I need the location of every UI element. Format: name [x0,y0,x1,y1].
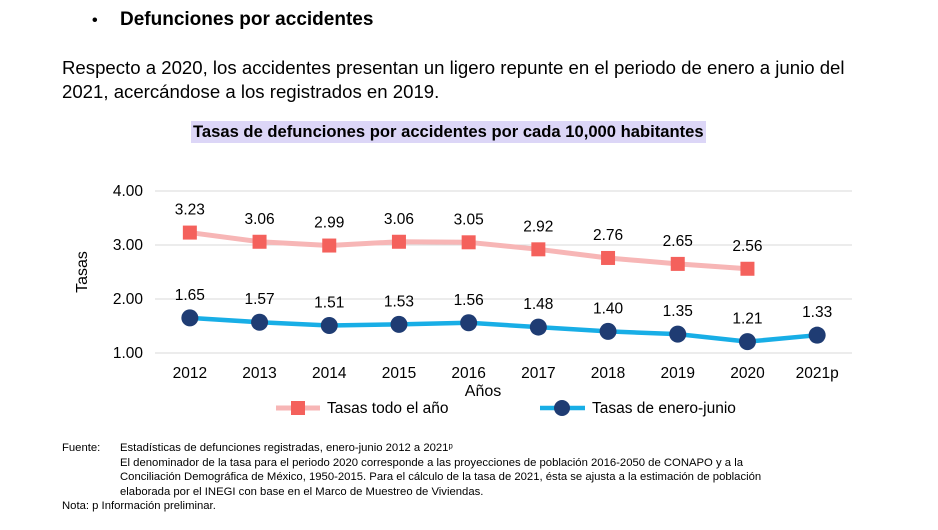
data-point-todo-el-ano [252,234,267,249]
data-label: 1.51 [314,294,344,311]
note-line-1: El denominador de la tasa para el period… [120,456,743,469]
data-point-todo-el-ano [740,261,755,276]
y-tick-label: 4.00 [113,183,144,200]
x-tick-label: 2020 [730,365,765,382]
bullet-icon: • [92,12,98,29]
data-point-todo-el-ano [182,225,197,240]
data-label: 2.92 [523,218,553,235]
note-line-3: elaborada por el INEGI con base en el Ma… [120,485,484,498]
x-tick-label: 2014 [312,365,347,382]
data-point-enero-junio [390,315,408,333]
data-label: 1.65 [175,287,205,304]
data-label: 3.06 [384,211,414,228]
notes: Fuente: Estadísticas de defunciones regi… [62,441,902,514]
data-point-enero-junio [808,326,826,344]
intro-paragraph: Respecto a 2020, los accidentes presenta… [62,57,845,102]
legend-label-enero-junio: Tasas de enero-junio [592,400,736,417]
data-point-todo-el-ano [461,235,476,250]
data-point-todo-el-ano [670,256,685,271]
data-label: 1.53 [384,293,414,310]
data-label: 2.76 [593,227,623,244]
data-label: 2.65 [663,233,693,250]
note-line-2: Conciliación Demográfica de México, 1950… [120,471,762,483]
data-label: 3.05 [454,211,484,228]
data-label: 1.56 [454,292,484,309]
x-tick-label: 2015 [382,365,416,382]
source-row: Fuente: Estadísticas de defunciones regi… [62,441,902,456]
data-point-todo-el-ano [391,234,406,249]
x-axis-title: Años [465,383,501,400]
data-point-enero-junio [529,318,547,336]
legend-label-todo-el-ano: Tasas todo el año [327,400,449,417]
data-label: 2.56 [732,238,762,255]
data-point-enero-junio [669,325,687,343]
y-tick-label: 2.00 [113,291,144,308]
chart-title: Tasas de defunciones por accidentes por … [191,121,706,143]
x-tick-label: 2018 [591,365,625,382]
data-point-enero-junio [460,314,478,332]
data-point-enero-junio [181,309,199,327]
x-tick-label: 2013 [242,365,276,382]
data-label: 2.99 [314,215,344,232]
x-tick-label: 2017 [521,365,555,382]
data-label: 1.33 [802,304,832,321]
legend-marker-todo-el-ano [291,401,305,415]
x-tick-label: 2016 [451,365,485,382]
data-point-enero-junio [738,333,756,351]
y-axis-title: Tasas [74,251,91,293]
data-point-todo-el-ano [601,250,616,265]
data-point-enero-junio [599,322,617,340]
data-label: 1.21 [732,311,762,328]
source-text: Estadísticas de defunciones registradas,… [120,442,453,454]
x-tick-label: 2012 [173,365,207,382]
data-point-enero-junio [320,316,338,334]
legend-marker-enero-junio [554,400,570,416]
line-chart: 1.00 2.00 3.00 4.00 2012 2013 2014 2015 2016 2017… [74,183,852,417]
y-tick-label: 1.00 [113,345,144,362]
x-tick-label: 2019 [661,365,695,382]
data-label: 3.23 [175,202,205,219]
source-label: Fuente: [62,442,101,454]
data-point-todo-el-ano [322,238,337,253]
x-tick-label: 2021p [796,365,839,382]
data-label: 1.40 [593,300,624,317]
data-point-todo-el-ano [531,242,546,257]
data-label: 3.06 [244,211,274,228]
heading-text: Defunciones por accidentes [120,9,374,30]
y-tick-label: 3.00 [113,237,144,254]
data-label: 1.48 [523,296,553,313]
data-label: 1.35 [663,303,693,320]
data-label: 1.57 [244,291,274,308]
preliminary-note: Nota: p Información preliminar. [62,500,216,512]
data-point-enero-junio [251,313,269,331]
series-line-1 [187,315,820,344]
section-heading: • Defunciones por accidentes [92,9,373,31]
